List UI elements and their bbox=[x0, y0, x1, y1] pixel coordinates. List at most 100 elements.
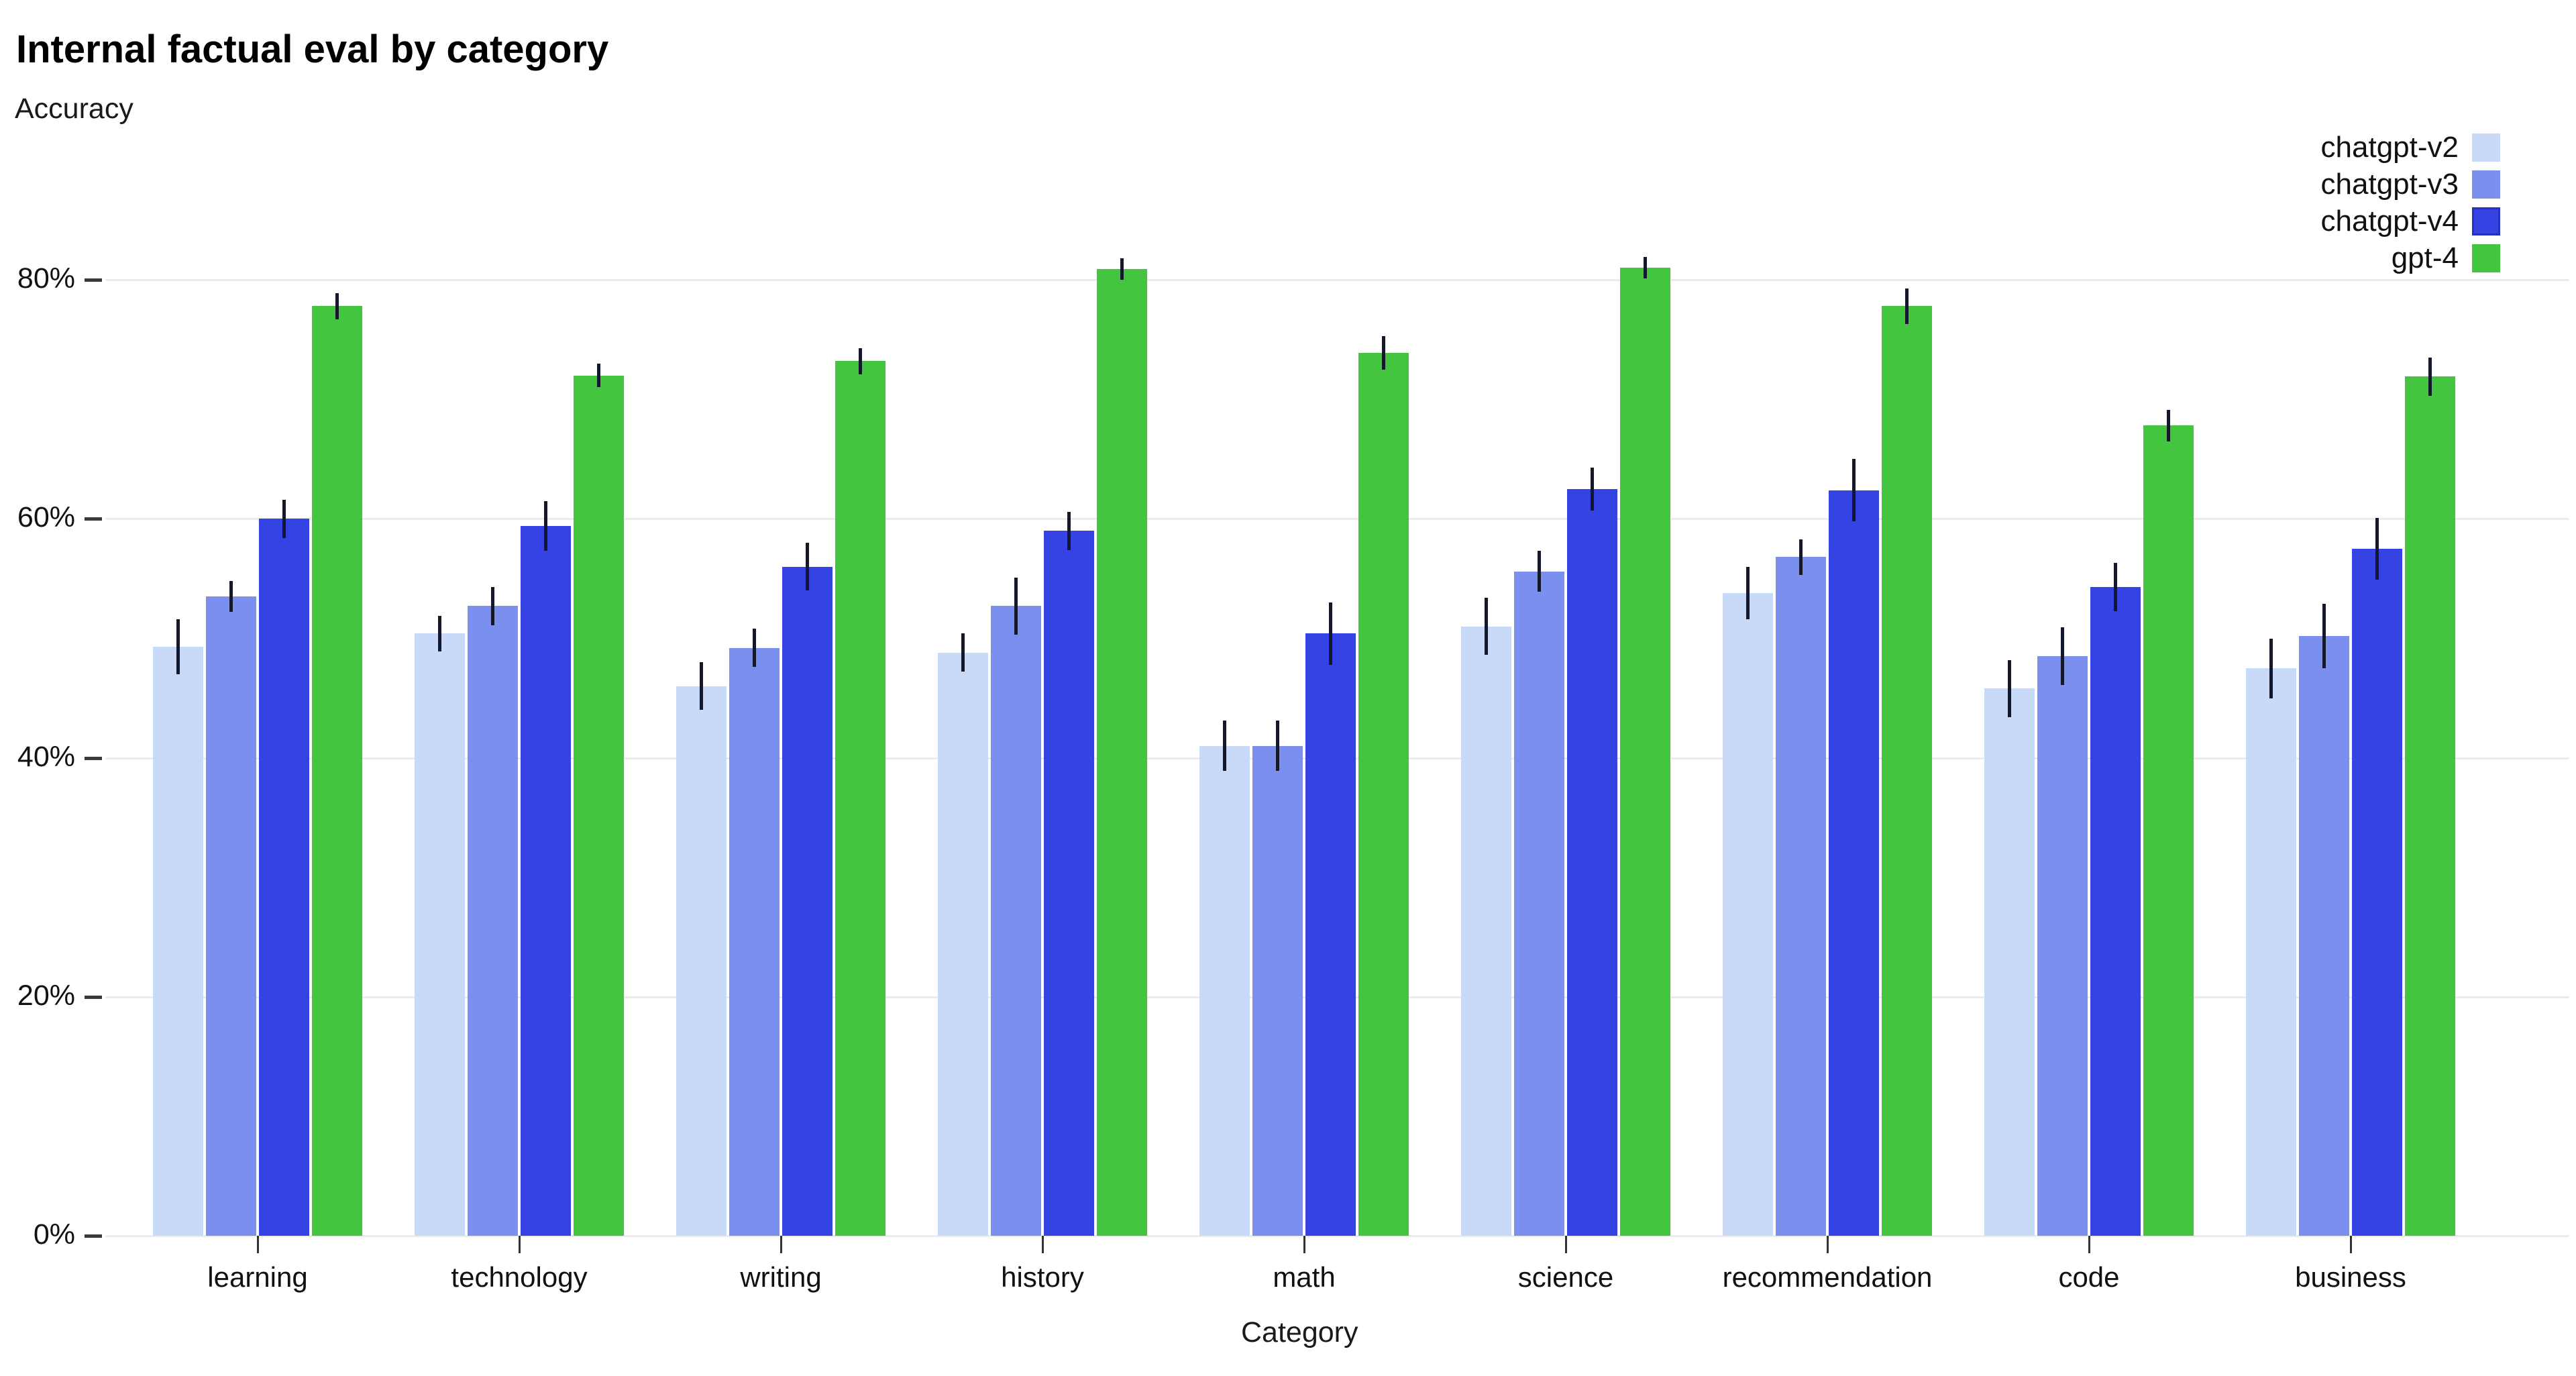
chart-title: Internal factual eval by category bbox=[16, 28, 609, 71]
bar-writing-gpt-4 bbox=[835, 361, 885, 1236]
legend-label-chatgpt-v2: chatgpt-v2 bbox=[2320, 130, 2459, 164]
legend-swatch-chatgpt-v2 bbox=[2472, 133, 2500, 162]
bar-writing-chatgpt-v3 bbox=[729, 647, 780, 1236]
y-tick-label-60pct: 60% bbox=[17, 501, 75, 534]
gridline-80pct bbox=[105, 279, 2569, 282]
bar-recommendation-gpt-4 bbox=[1882, 306, 1932, 1236]
x-tick-label-history: history bbox=[1001, 1261, 1084, 1293]
legend-item-gpt-4[interactable]: gpt-4 bbox=[2321, 240, 2500, 276]
error-bar-writing-chatgpt-v4 bbox=[806, 543, 809, 591]
bar-code-gpt-4 bbox=[2143, 425, 2194, 1236]
error-bar-history-chatgpt-v3 bbox=[1014, 577, 1018, 635]
legend-swatch-chatgpt-v3 bbox=[2472, 170, 2500, 199]
x-tick-mark-recommendation bbox=[1827, 1236, 1829, 1253]
bar-writing-chatgpt-v4 bbox=[782, 566, 833, 1236]
x-tick-label-learning: learning bbox=[207, 1261, 308, 1293]
error-bar-code-chatgpt-v2 bbox=[2008, 659, 2011, 718]
legend-item-chatgpt-v3[interactable]: chatgpt-v3 bbox=[2321, 166, 2500, 203]
error-bar-technology-chatgpt-v2 bbox=[438, 615, 441, 652]
y-tick-mark-0pct bbox=[85, 1234, 102, 1238]
y-tick-label-80pct: 80% bbox=[17, 262, 75, 295]
gridline-0pct bbox=[105, 1235, 2569, 1237]
error-bar-business-chatgpt-v4 bbox=[2375, 517, 2379, 580]
bar-science-chatgpt-v4 bbox=[1567, 488, 1617, 1236]
error-bar-recommendation-chatgpt-v4 bbox=[1852, 459, 1856, 521]
error-bar-math-chatgpt-v3 bbox=[1276, 721, 1279, 772]
x-tick-mark-math bbox=[1303, 1236, 1305, 1253]
error-bar-recommendation-gpt-4 bbox=[1905, 288, 1909, 325]
bar-technology-chatgpt-v4 bbox=[521, 526, 571, 1236]
y-tick-label-0pct: 0% bbox=[33, 1218, 75, 1251]
error-bar-history-chatgpt-v2 bbox=[961, 633, 965, 672]
error-bar-learning-gpt-4 bbox=[335, 293, 339, 319]
error-bar-business-chatgpt-v2 bbox=[2269, 638, 2273, 698]
bar-code-chatgpt-v3 bbox=[2037, 656, 2088, 1236]
bar-math-chatgpt-v2 bbox=[1199, 745, 1250, 1236]
error-bar-recommendation-chatgpt-v3 bbox=[1799, 539, 1803, 576]
bar-code-chatgpt-v4 bbox=[2090, 586, 2141, 1236]
error-bar-math-chatgpt-v4 bbox=[1329, 602, 1332, 665]
x-tick-label-code: code bbox=[2058, 1261, 2120, 1293]
x-tick-label-business: business bbox=[2295, 1261, 2406, 1293]
y-tick-label-40pct: 40% bbox=[17, 740, 75, 773]
bar-science-chatgpt-v2 bbox=[1461, 626, 1511, 1236]
x-tick-label-math: math bbox=[1273, 1261, 1336, 1293]
legend-item-chatgpt-v2[interactable]: chatgpt-v2 bbox=[2321, 129, 2500, 166]
x-tick-mark-business bbox=[2350, 1236, 2352, 1253]
legend-label-chatgpt-v4: chatgpt-v4 bbox=[2320, 204, 2459, 237]
y-axis-title: Accuracy bbox=[15, 93, 133, 125]
error-bar-science-chatgpt-v2 bbox=[1485, 597, 1488, 655]
error-bar-code-gpt-4 bbox=[2167, 410, 2170, 441]
bar-business-gpt-4 bbox=[2405, 376, 2455, 1236]
error-bar-technology-chatgpt-v3 bbox=[491, 586, 494, 625]
legend-item-chatgpt-v4[interactable]: chatgpt-v4 bbox=[2321, 203, 2500, 240]
bar-science-gpt-4 bbox=[1620, 268, 1670, 1236]
bar-technology-chatgpt-v2 bbox=[415, 633, 465, 1236]
x-tick-label-recommendation: recommendation bbox=[1722, 1261, 1933, 1293]
x-tick-mark-writing bbox=[780, 1236, 782, 1253]
x-tick-mark-technology bbox=[519, 1236, 521, 1253]
error-bar-history-chatgpt-v4 bbox=[1067, 511, 1071, 550]
bar-history-gpt-4 bbox=[1097, 269, 1147, 1236]
x-tick-label-science: science bbox=[1517, 1261, 1614, 1293]
error-bar-technology-chatgpt-v4 bbox=[544, 500, 547, 551]
error-bar-code-chatgpt-v3 bbox=[2061, 627, 2064, 685]
x-tick-label-writing: writing bbox=[740, 1261, 822, 1293]
x-tick-mark-history bbox=[1042, 1236, 1044, 1253]
bar-math-chatgpt-v4 bbox=[1305, 633, 1356, 1236]
error-bar-technology-gpt-4 bbox=[597, 363, 600, 388]
legend: chatgpt-v2 chatgpt-v3 chatgpt-v4 gpt-4 bbox=[2321, 129, 2500, 276]
bar-learning-gpt-4 bbox=[312, 306, 362, 1236]
bar-code-chatgpt-v2 bbox=[1984, 688, 2035, 1236]
bar-technology-gpt-4 bbox=[574, 375, 624, 1236]
error-bar-writing-chatgpt-v2 bbox=[700, 662, 703, 710]
x-tick-mark-science bbox=[1565, 1236, 1567, 1253]
bar-recommendation-chatgpt-v2 bbox=[1723, 592, 1773, 1236]
error-bar-learning-chatgpt-v4 bbox=[282, 499, 286, 538]
bar-history-chatgpt-v4 bbox=[1044, 531, 1094, 1236]
bar-technology-chatgpt-v3 bbox=[468, 606, 518, 1236]
bar-recommendation-chatgpt-v3 bbox=[1776, 557, 1826, 1236]
x-tick-mark-code bbox=[2088, 1236, 2090, 1253]
x-tick-label-technology: technology bbox=[451, 1261, 588, 1293]
bar-business-chatgpt-v4 bbox=[2352, 548, 2402, 1236]
error-bar-writing-chatgpt-v3 bbox=[753, 629, 756, 668]
bar-business-chatgpt-v3 bbox=[2299, 635, 2349, 1236]
bar-writing-chatgpt-v2 bbox=[676, 686, 727, 1236]
legend-swatch-gpt-4 bbox=[2472, 244, 2500, 272]
x-tick-mark-learning bbox=[257, 1236, 259, 1253]
error-bar-learning-chatgpt-v3 bbox=[229, 581, 233, 613]
error-bar-history-gpt-4 bbox=[1120, 258, 1124, 280]
legend-swatch-chatgpt-v4 bbox=[2472, 207, 2500, 235]
bar-math-chatgpt-v3 bbox=[1252, 745, 1303, 1236]
bar-science-chatgpt-v3 bbox=[1514, 571, 1564, 1236]
error-bar-math-chatgpt-v2 bbox=[1223, 721, 1226, 772]
y-tick-mark-60pct bbox=[85, 517, 102, 521]
error-bar-science-chatgpt-v3 bbox=[1538, 551, 1541, 592]
bar-learning-chatgpt-v4 bbox=[259, 519, 309, 1236]
bar-history-chatgpt-v3 bbox=[991, 606, 1041, 1236]
bar-business-chatgpt-v2 bbox=[2246, 668, 2296, 1236]
error-bar-science-chatgpt-v4 bbox=[1591, 467, 1594, 511]
bar-learning-chatgpt-v2 bbox=[153, 646, 203, 1236]
